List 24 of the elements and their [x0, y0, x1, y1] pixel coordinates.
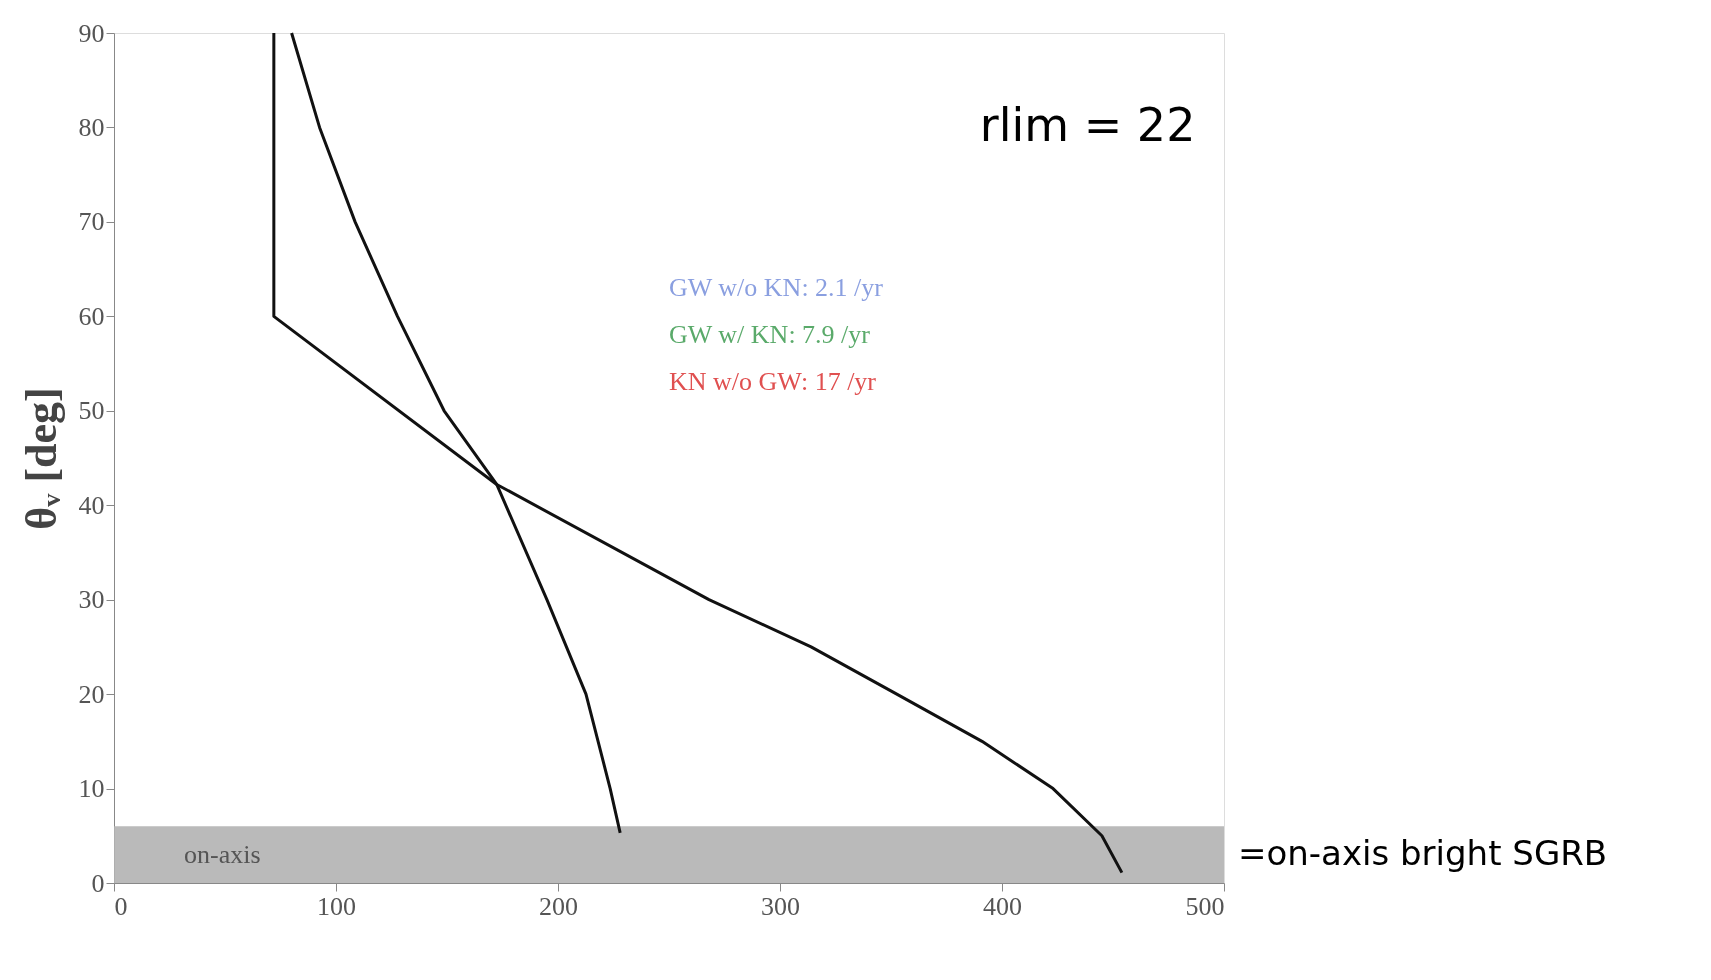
- annotation: GW w/o KN: 2.1 /yr: [669, 273, 884, 302]
- band-label: on-axis: [184, 839, 261, 869]
- annotation: rlim = 22: [979, 97, 1196, 152]
- y-tick-label: 70: [78, 207, 105, 237]
- annotation: KN w/o GW: 17 /yr: [669, 366, 877, 396]
- x-tick-label: 300: [761, 891, 800, 921]
- x-tick-label: 0: [114, 891, 128, 921]
- y-tick-label: 90: [78, 18, 105, 48]
- y-tick-label: 20: [78, 679, 105, 709]
- y-tick-label: 30: [78, 585, 105, 615]
- y-tick-label: 40: [78, 490, 105, 520]
- x-tick-label: 400: [983, 891, 1022, 921]
- y-tick-label: 50: [78, 396, 105, 426]
- text: =on-axis bright SGRB: [1238, 832, 1608, 873]
- x-tick-label: 500: [1185, 891, 1225, 921]
- x-tick-label: 100: [317, 891, 356, 921]
- x-tick-label: 200: [539, 891, 578, 921]
- annotation: GW w/ KN: 7.9 /yr: [669, 319, 871, 349]
- y-tick-label: 10: [78, 774, 105, 804]
- line-series: [272, 31, 1124, 875]
- y-tick-label: 60: [78, 301, 105, 331]
- y-tick-label: 80: [78, 112, 105, 142]
- y-axis-title: θᵥ [deg]: [16, 387, 66, 530]
- y-tick-label: 0: [91, 868, 105, 898]
